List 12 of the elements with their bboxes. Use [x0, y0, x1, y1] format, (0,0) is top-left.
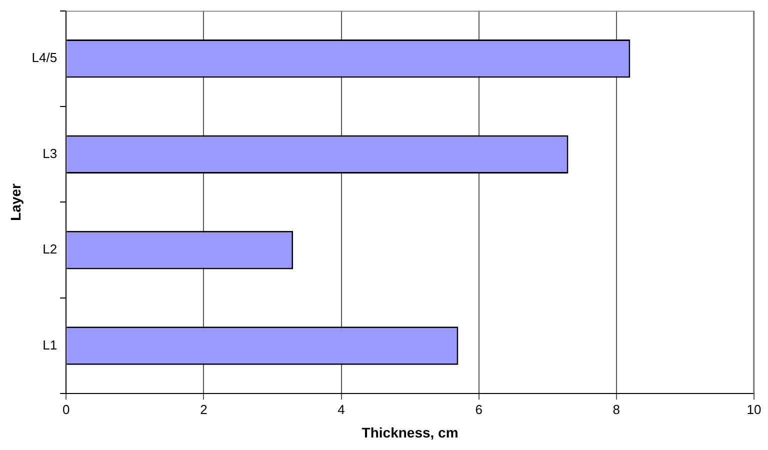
x-tick-label: 8 [612, 402, 620, 417]
y-tick-label: L2 [42, 242, 58, 257]
x-tick-label: 4 [338, 402, 345, 417]
y-tick-label: L3 [42, 146, 58, 161]
x-tick-label: 6 [475, 402, 482, 417]
x-tick-label: 0 [62, 402, 70, 417]
x-tick-label: 2 [200, 402, 208, 417]
x-tick-label: 10 [746, 402, 762, 417]
y-axis-title: Layer [7, 182, 24, 221]
y-tick-label: L1 [42, 337, 58, 352]
x-axis-title: Thickness, cm [362, 424, 458, 440]
y-tick-label: L4/5 [32, 50, 58, 66]
